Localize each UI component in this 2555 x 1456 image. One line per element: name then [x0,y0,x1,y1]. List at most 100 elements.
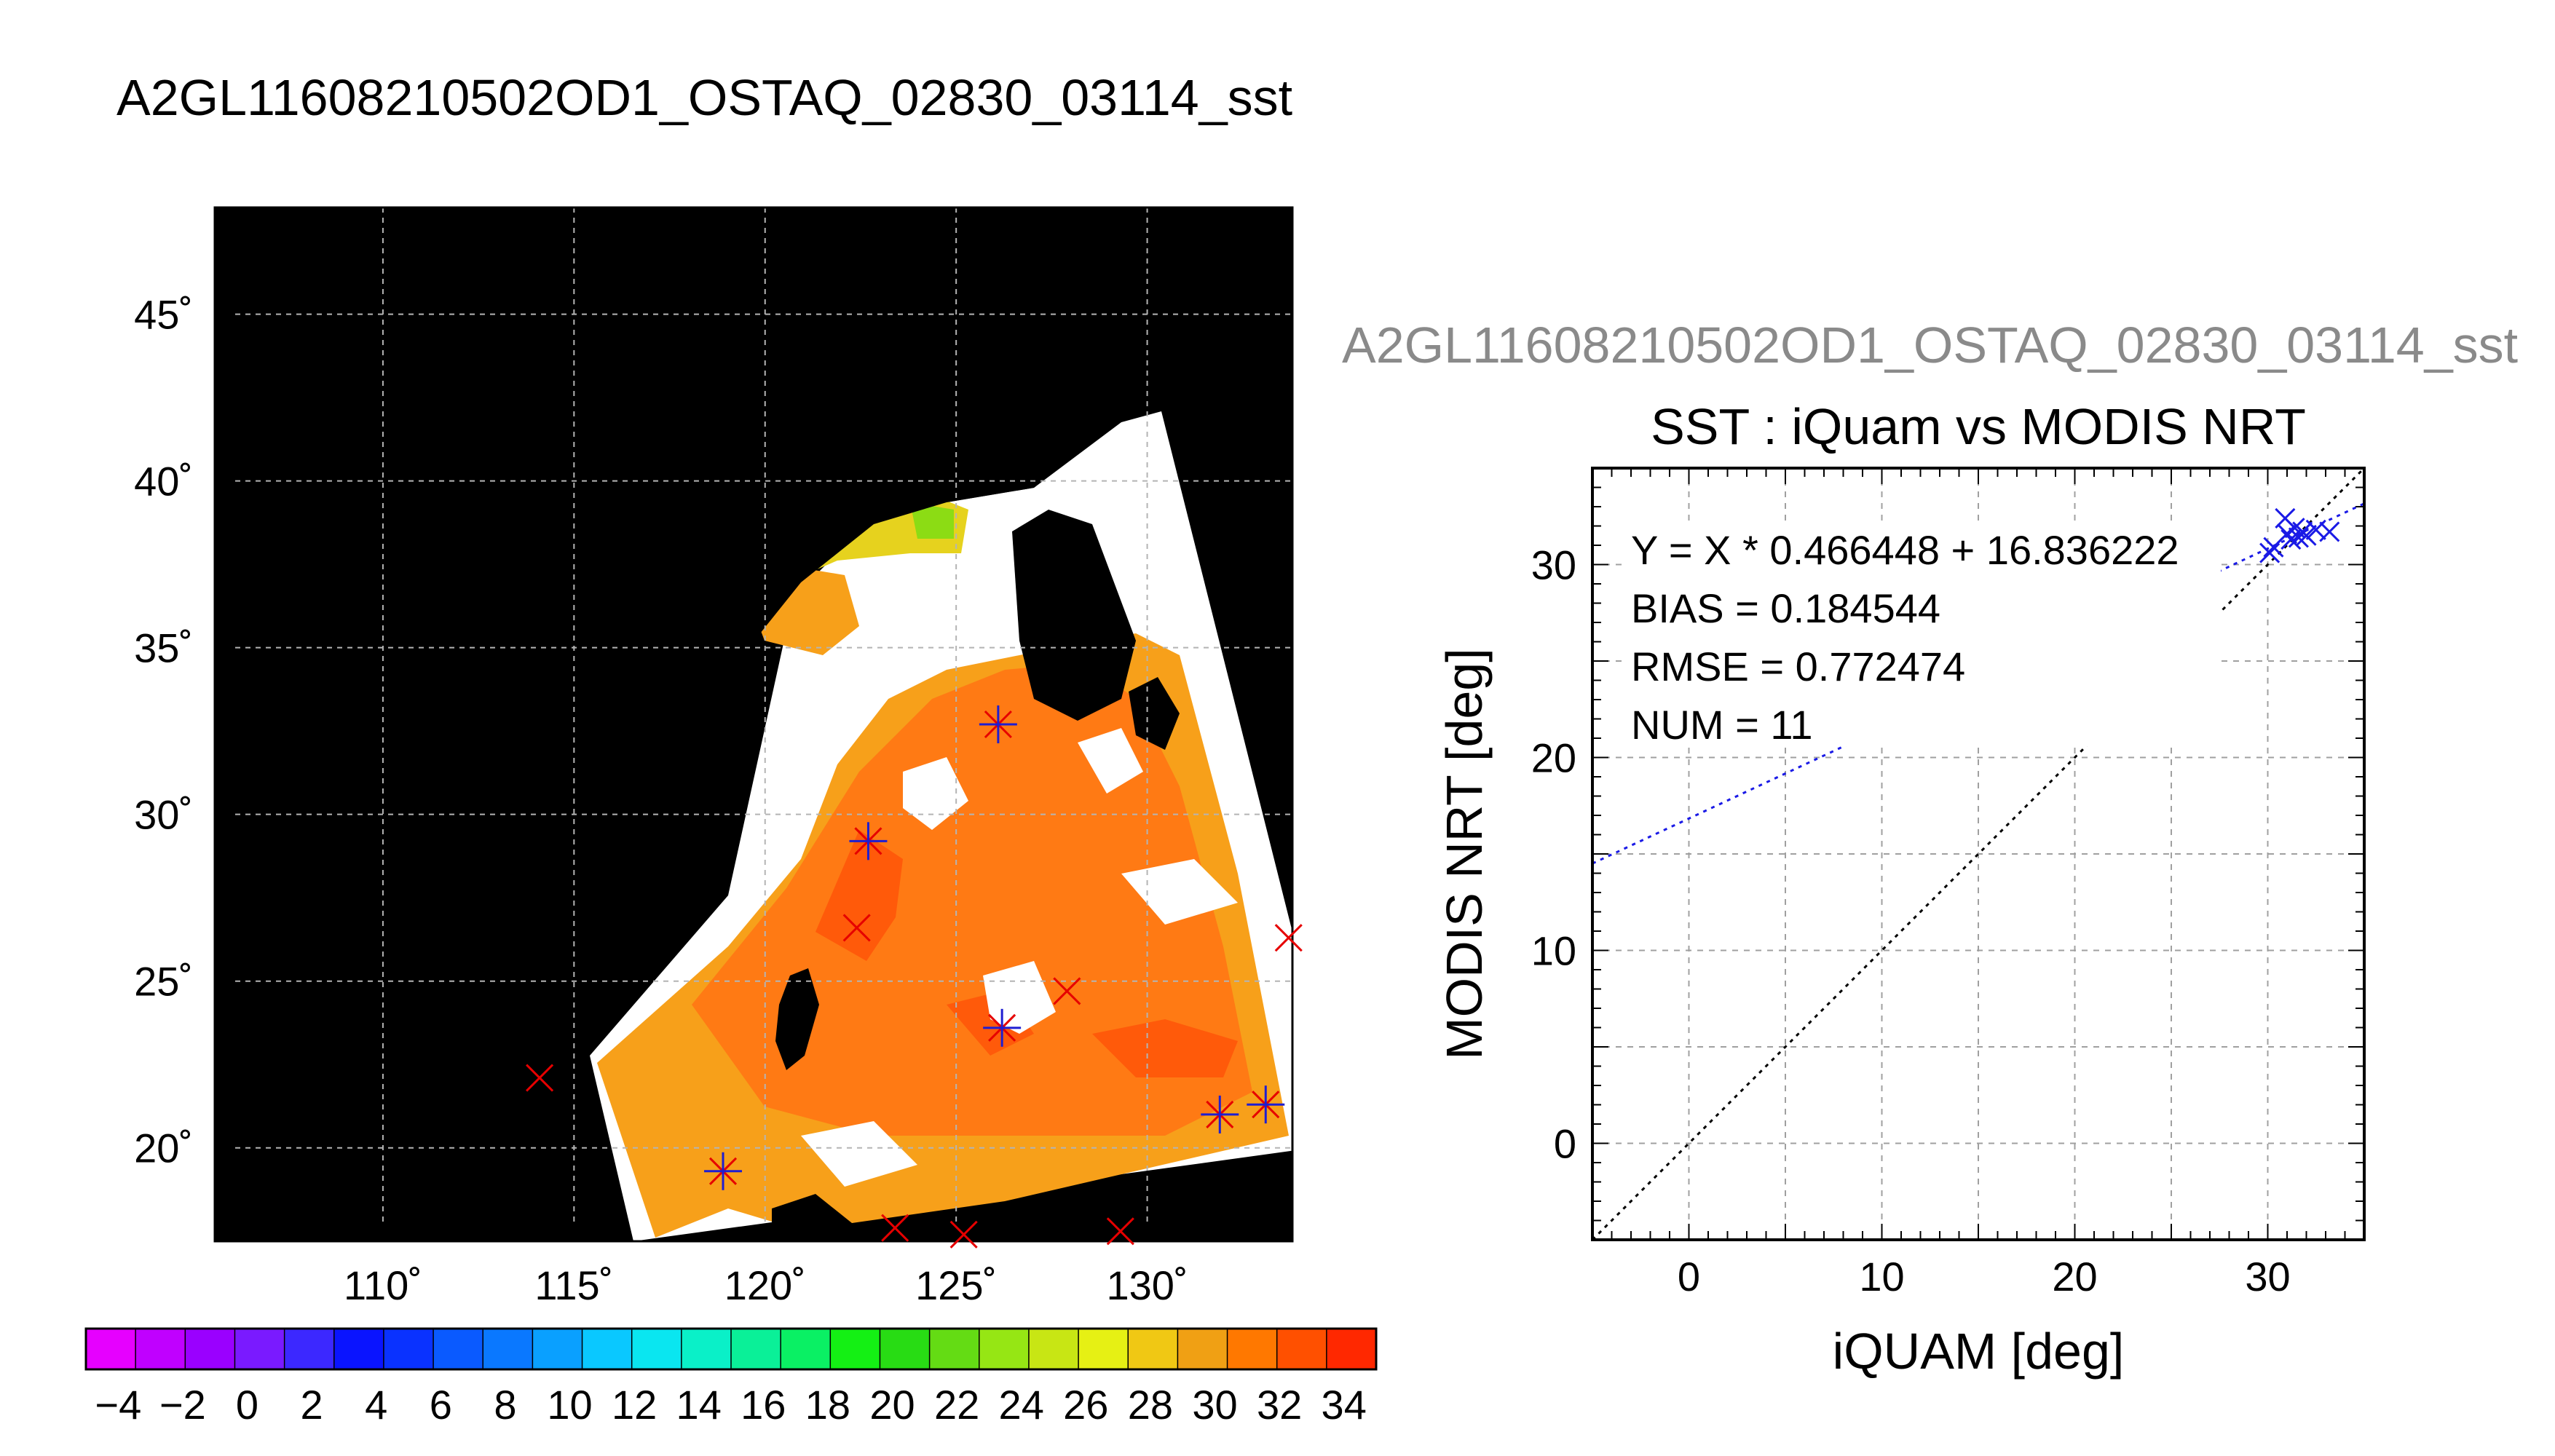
sst-map: 110˚ 115˚ 120˚ 125˚ 130˚ 20˚ 25˚ 30˚ 35˚ 40˚ 45˚ [134,206,1303,1308]
colorbar-tick-label: 26 [1063,1382,1108,1428]
colorbar-swatch [333,1329,384,1369]
colorbar-tick-label: 0 [236,1382,258,1428]
sst-field-green-2 [910,502,954,539]
sst-field-hot [816,830,903,961]
colorbar-tick-label: 10 [547,1382,592,1428]
colorbar-tick-label: 22 [934,1382,979,1428]
scatter-xtick-label: 10 [1859,1254,1904,1299]
unmatched-buoy-marker [842,914,871,942]
land-taiwan [775,968,819,1070]
map-ytick-label: 35˚ [134,625,193,671]
colorbar-swatch [1028,1329,1079,1369]
matched-buoy-marker [1201,1095,1239,1133]
identity-line [1592,468,2364,1240]
colorbar-tick-label: 16 [741,1382,786,1428]
land-china-coast [215,207,1165,1056]
scatter-ylabel: MODIS NRT [deg] [1436,648,1493,1059]
map-ytick-label: 25˚ [134,959,193,1005]
colorbar-tick-label: 14 [676,1382,722,1428]
colorbar-tick-label: 20 [869,1382,915,1428]
colorbar-swatch [1276,1329,1327,1369]
colorbar-swatch [185,1329,236,1369]
colorbar-tick-label: 4 [365,1382,387,1428]
colorbar-swatch [880,1329,931,1369]
colorbar-swatch [383,1329,434,1369]
scatter-axes: 0 10 20 30 0 10 20 30 [1531,468,2364,1299]
rmse-value: RMSE = 0.772474 [1631,644,1965,689]
map-frame [213,206,1294,1243]
map-ytick-label: 45˚ [134,292,193,338]
map-xtick-label: 110˚ [344,1262,422,1308]
scatter-xtick-label: 20 [2052,1254,2097,1299]
colorbar-tick-label: 34 [1322,1382,1367,1428]
map-xtick-label: 125˚ [915,1262,997,1308]
unmatched-buoy-marker [526,1064,554,1092]
scatter-point [2296,525,2317,546]
colorbar-tick-label: 24 [999,1382,1044,1428]
scatter-header: A2GL11608210502OD1_OSTAQ_02830_03114_sst [1342,317,2518,373]
scatter-title: SST : iQuam vs MODIS NRT [1651,398,2306,455]
colorbar-swatch [830,1329,881,1369]
scatter-xlabel: iQUAM [deg] [1833,1323,2125,1380]
map-xtick-label: 130˚ [1107,1262,1188,1308]
bias-value: BIAS = 0.184544 [1631,585,1940,631]
stats-text-bg [1624,521,2221,746]
colorbar-swatch [433,1329,483,1369]
scatter-ytick-label: 30 [1531,542,1576,588]
colorbar-tick-label: 12 [612,1382,657,1428]
land-luzon [772,1194,852,1241]
num-value: NUM = 11 [1631,702,1812,748]
colorbar-tick-label: −4 [95,1382,141,1428]
colorbar-swatch [582,1329,633,1369]
colorbar-tick-label: 18 [805,1382,850,1428]
fit-line [1592,502,2364,865]
colorbar-swatch [1078,1329,1129,1369]
sst-field-hot-2 [1092,1019,1238,1077]
colorbar-swatch [1227,1329,1278,1369]
land-korea [1012,510,1136,721]
colorbar-tick-label: 28 [1128,1382,1173,1428]
colorbar-tick-label: 32 [1257,1382,1302,1428]
page-title: A2GL11608210502OD1_OSTAQ_02830_03114_sst [117,69,1292,126]
unmatched-buoy-marker [949,1220,978,1249]
scatter-point [2288,527,2309,548]
colorbar-tick-label: 30 [1192,1382,1237,1428]
colorbar-swatch [135,1329,186,1369]
scatter-ytick-label: 0 [1554,1121,1576,1167]
colorbar-swatch [1128,1329,1178,1369]
colorbar-swatch [1177,1329,1228,1369]
scatter-point [2280,529,2302,550]
colorbar-swatch [532,1329,583,1369]
land-kyushu [1129,677,1180,750]
map-axes: 110˚ 115˚ 120˚ 125˚ 130˚ 20˚ 25˚ 30˚ 35˚ 40˚ 45˚ [134,292,1188,1308]
colorbar-swatch [731,1329,781,1369]
colorbar-swatch [234,1329,285,1369]
unmatched-buoy-marker [881,1214,909,1242]
colorbar-swatch [1326,1329,1377,1369]
colorbar-tick-label: 8 [494,1382,516,1428]
colorbar: −4 −2 0 2 4 6 8 10 12 14 16 18 20 22 24 26 28 30 32 34 [84,1327,1378,1428]
colorbar-tick-label: 2 [301,1382,323,1428]
colorbar-swatch [979,1329,1030,1369]
map-ytick-label: 20˚ [134,1125,193,1171]
unmatched-buoy-marker [1053,977,1081,1005]
colorbar-swatch [86,1329,136,1369]
scatter-xtick-label: 30 [2245,1254,2290,1299]
colorbar-swatch [483,1329,533,1369]
scatter-ytick-label: 20 [1531,735,1576,781]
matched-buoy-marker [983,1008,1022,1047]
colorbar-swatch [781,1329,831,1369]
cloud-patch [801,1121,917,1187]
colorbar-tick-label: −2 [159,1382,206,1428]
unmatched-buoy-marker [1106,1217,1134,1246]
scatter-point [2259,542,2280,563]
map-ytick-label: 30˚ [134,792,193,838]
matched-buoy-marker [704,1152,743,1190]
colorbar-swatch [681,1329,732,1369]
colorbar-tick-label: 6 [430,1382,452,1428]
scatter-points [2259,507,2340,563]
matched-buoy-marker [979,705,1017,743]
map-xtick-label: 120˚ [724,1262,806,1308]
scatter-xtick-label: 0 [1678,1254,1700,1299]
